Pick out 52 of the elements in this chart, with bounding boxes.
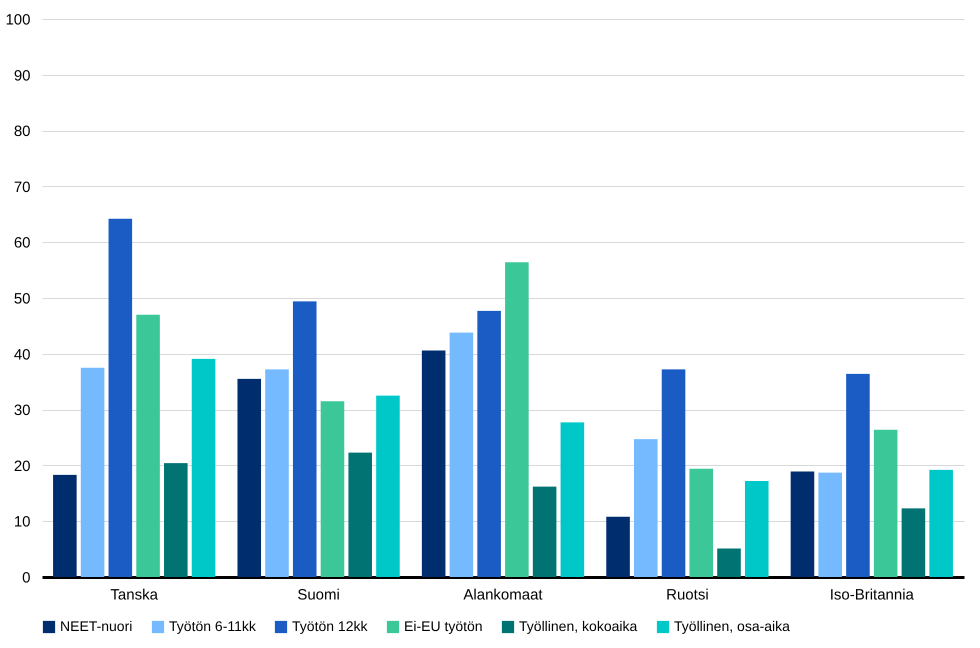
bar (320, 401, 344, 577)
bar (53, 474, 77, 577)
bar (136, 314, 160, 577)
bar (634, 439, 658, 577)
bar (662, 369, 686, 577)
y-tick-label: 30 (14, 402, 30, 420)
bar (902, 508, 926, 577)
bar (477, 310, 501, 577)
bar (80, 368, 104, 577)
x-tick-label: Tanska (110, 586, 159, 604)
bar (505, 262, 529, 577)
bar (532, 486, 556, 577)
bar (560, 422, 584, 577)
bar (265, 369, 289, 577)
y-tick-label: 10 (14, 514, 30, 531)
bar (874, 430, 898, 577)
y-tick-label: 60 (14, 234, 30, 252)
bar (376, 396, 400, 577)
bar (744, 481, 769, 577)
y-tick-label: 20 (14, 458, 30, 475)
x-tick-label: Alankomaat (463, 586, 544, 604)
bar (422, 350, 446, 577)
bar (237, 378, 262, 577)
legend-label: Työtön 6-11kk (169, 618, 257, 634)
bar (846, 374, 870, 577)
bar (450, 332, 474, 577)
y-tick-label: 40 (14, 346, 30, 364)
bar (108, 218, 132, 577)
legend-label: Ei-EU työtön (404, 618, 483, 634)
y-tick-label: 100 (5, 12, 30, 28)
bar (292, 301, 317, 577)
y-tick-label: 0 (22, 570, 30, 586)
y-tick-label: 90 (14, 67, 30, 84)
bar (790, 472, 814, 577)
x-tick-label: Iso-Britannia (830, 586, 915, 604)
y-tick-label: 70 (14, 178, 30, 196)
bar (929, 470, 953, 577)
bar (348, 452, 372, 577)
x-tick-label: Suomi (297, 586, 340, 604)
bar (606, 516, 630, 577)
legend-label: Työtön 12kk (292, 618, 368, 634)
legend-label: Työllinen, osa-aika (674, 618, 790, 634)
y-tick-label: 50 (14, 290, 30, 308)
bar (164, 463, 188, 577)
legend-label: Työllinen, kokoaika (519, 618, 638, 634)
bar (818, 472, 842, 577)
bar (192, 358, 216, 577)
x-tick-label: Ruotsi (666, 586, 709, 604)
y-tick-label: 80 (14, 123, 30, 140)
legend-label: NEET-nuori (60, 618, 132, 634)
bar (717, 548, 741, 577)
bar (689, 468, 714, 577)
